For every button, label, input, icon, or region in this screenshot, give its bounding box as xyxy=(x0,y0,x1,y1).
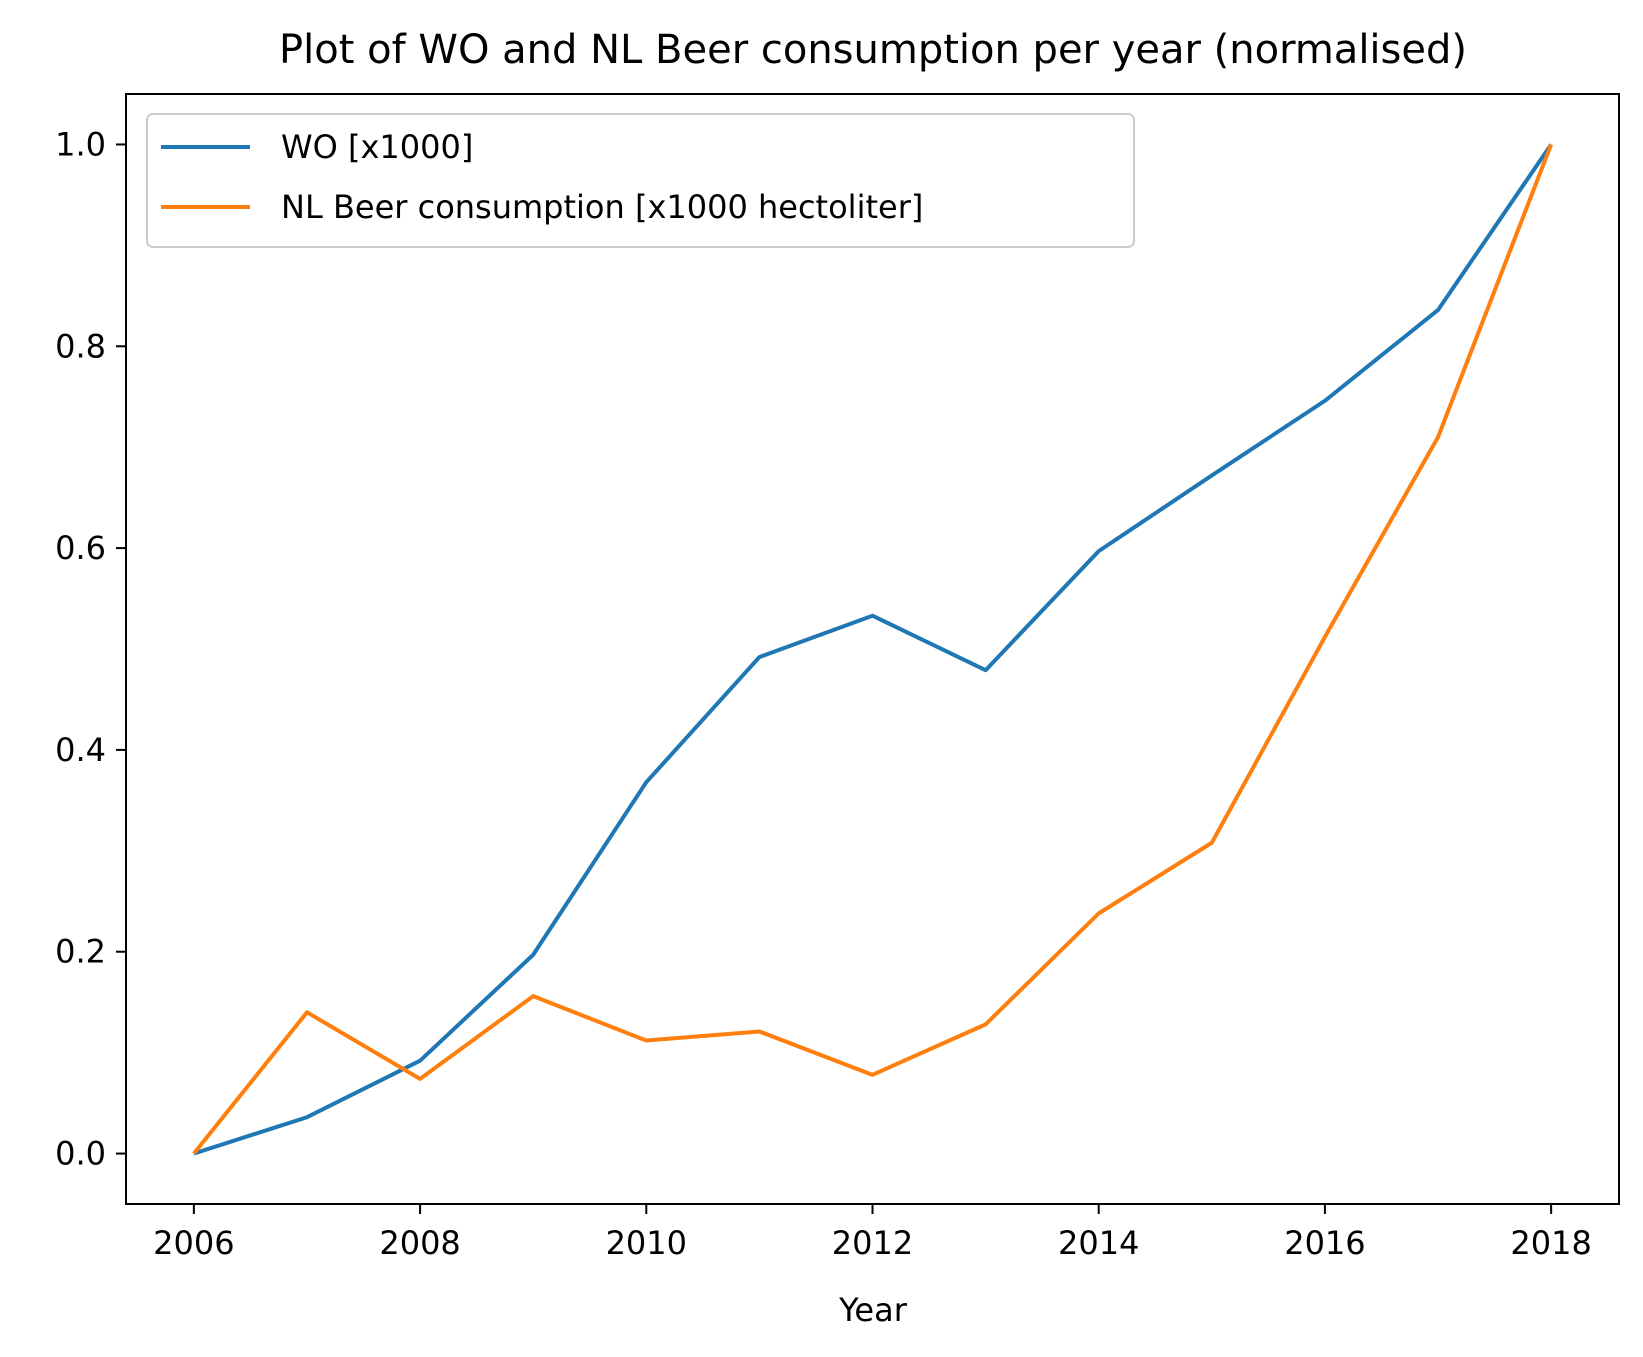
x-axis: 2006 2008 2010 2012 2014 2016 2018 xyxy=(153,1204,1592,1262)
x-tick-label: 2014 xyxy=(1058,1224,1139,1262)
y-tick-label: 0.2 xyxy=(55,933,106,971)
y-tick-label: 0.4 xyxy=(55,731,106,769)
legend-label-wo: WO [x1000] xyxy=(281,128,473,166)
plot-frame xyxy=(125,93,1620,1205)
series-line-nl-beer xyxy=(192,143,1554,1155)
x-tick-label: 2008 xyxy=(379,1224,460,1262)
y-tick-label: 0.6 xyxy=(55,529,106,567)
x-tick-label: 2016 xyxy=(1284,1224,1365,1262)
series-line-wo xyxy=(193,143,1553,1156)
y-tick-label: 0.0 xyxy=(55,1135,106,1173)
chart-title: Plot of WO and NL Beer consumption per y… xyxy=(279,27,1467,73)
x-tick-label: 2010 xyxy=(606,1224,687,1262)
x-tick-label: 2012 xyxy=(832,1224,913,1262)
legend-frame xyxy=(146,113,1135,248)
legend-label-nl-beer: NL Beer consumption [x1000 hectoliter] xyxy=(281,188,923,226)
plot-area: 2006 2008 2010 2012 2014 2016 2018 0.00.20.40.… xyxy=(55,93,1620,1262)
x-axis-label: Year xyxy=(838,1291,908,1329)
series-lines xyxy=(192,143,1554,1156)
legend: WO [x1000] NL Beer consumption [x1000 he… xyxy=(146,113,1135,248)
y-axis: 0.0 0.2 0.4 0.6 0.8 1.0 xyxy=(55,125,126,1173)
y-tick-label: 1.0 xyxy=(55,125,106,163)
x-tick-label: 2018 xyxy=(1510,1224,1591,1262)
y-tick-label: 0.8 xyxy=(55,327,106,365)
x-tick-label: 2006 xyxy=(153,1224,234,1262)
